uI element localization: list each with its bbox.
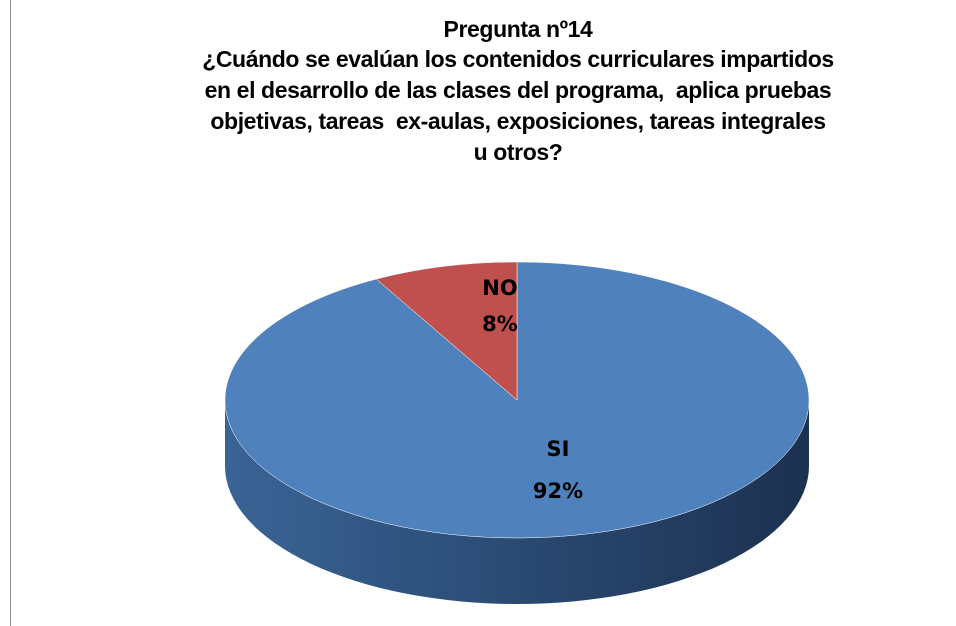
pie-slice [375, 261, 518, 401]
chart-subtitle: ¿Cuándo se evalúan los contenidos curric… [202, 46, 834, 72]
pie-side [225, 400, 809, 604]
slice-label: SI [547, 437, 570, 461]
slice-value: 8% [482, 312, 518, 336]
chart-subtitle: objetivas, tareas ex-aulas, exposiciones… [210, 108, 826, 134]
chart-subtitle: en el desarrollo de las clases del progr… [204, 77, 832, 103]
chart-title: Pregunta nº14 [443, 16, 593, 42]
slice-label: NO [482, 276, 517, 300]
slice-value: 92% [533, 479, 583, 503]
chart-subtitle: u otros? [473, 139, 563, 165]
